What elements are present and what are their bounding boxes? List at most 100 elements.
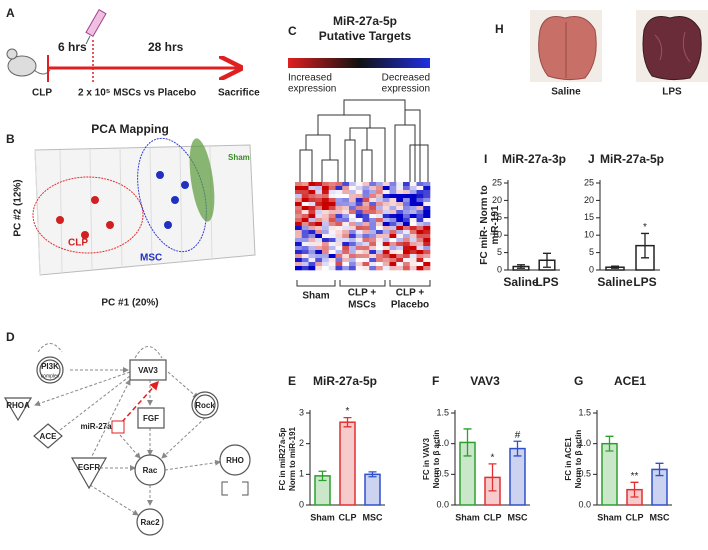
heatmap-cell — [355, 198, 363, 203]
heatmap-cell — [369, 190, 377, 195]
heatmap-cell — [369, 222, 377, 227]
group-label: CLP — [68, 238, 88, 249]
group-label: CLP + — [348, 288, 377, 299]
error-bar — [343, 416, 352, 428]
heatmap-cell — [416, 250, 424, 255]
heatmap-cell — [301, 206, 309, 211]
heatmap-cell — [376, 230, 384, 235]
heatmap-cell — [423, 214, 431, 219]
heatmap-cell — [328, 234, 336, 239]
heatmap-cell — [308, 222, 316, 227]
heatmap-cell — [403, 218, 411, 223]
heatmap-cell — [301, 238, 309, 243]
node-label: RHOA — [6, 401, 30, 410]
heatmap-cell — [301, 186, 309, 191]
x-tick-label: Sham — [597, 512, 622, 522]
heatmap-cell — [416, 238, 424, 243]
heatmap-cell — [328, 214, 336, 219]
y-tick-label: 0.5 — [436, 469, 449, 479]
heatmap-cell — [295, 182, 303, 187]
heatmap-cell — [301, 234, 309, 239]
heatmap-cell — [308, 262, 316, 267]
error-bar — [513, 440, 522, 457]
panel-title: PCA Mapping — [91, 122, 169, 136]
heatmap-cell — [396, 226, 404, 231]
x-tick-label: Sham — [455, 512, 480, 522]
error-bar — [543, 252, 551, 268]
heatmap-cell — [328, 186, 336, 191]
heatmap-cell — [409, 214, 417, 219]
heatmap-cell — [376, 186, 384, 191]
heatmap-cell — [322, 262, 330, 267]
heatmap-cell — [295, 198, 303, 203]
heatmap-cell — [409, 230, 417, 235]
heatmap-cell — [409, 266, 417, 271]
bar — [364, 473, 381, 506]
heatmap-cell — [362, 194, 370, 199]
y-tick-label: 2 — [299, 438, 304, 448]
panel-letter: I — [484, 152, 487, 166]
heatmap-cell — [301, 254, 309, 259]
heatmap-cell — [409, 254, 417, 259]
mouse-icon — [6, 48, 51, 77]
heatmap-cell — [335, 234, 343, 239]
group-label: Placebo — [391, 300, 429, 311]
chart-title: MiR-27a-5p — [600, 152, 664, 166]
heatmap-cell — [362, 198, 370, 203]
heatmap-cell — [315, 234, 323, 239]
legend-label: expression — [288, 84, 336, 95]
axis-label: PC #1 (20%) — [101, 298, 158, 309]
heatmap-cell — [355, 254, 363, 259]
heatmap-cell — [403, 266, 411, 271]
panel-letter: H — [495, 22, 504, 36]
heatmap-cell — [416, 210, 424, 215]
photo-label: Saline — [551, 87, 581, 98]
heatmap-cell — [308, 190, 316, 195]
panel-letter: C — [288, 24, 297, 38]
heatmap-cell — [382, 226, 390, 231]
heatmap-cell — [389, 222, 397, 227]
heatmap-cell — [362, 258, 370, 263]
heatmap-cell — [308, 182, 316, 187]
axis-label: PC #2 (12%) — [13, 179, 24, 236]
heatmap-cell — [416, 226, 424, 231]
heatmap-cell — [423, 258, 431, 263]
heatmap-cell — [369, 214, 377, 219]
panel-letter: G — [574, 374, 583, 388]
annotation: * — [491, 453, 495, 464]
x-tick-label: CLP — [339, 512, 357, 522]
heatmap-cell — [315, 226, 323, 231]
heatmap-cell — [342, 238, 350, 243]
heatmap-cell — [396, 202, 404, 207]
heatmap-cell — [322, 214, 330, 219]
heatmap-cell — [403, 242, 411, 247]
chart-title: VAV3 — [470, 374, 500, 388]
heatmap-cell — [308, 202, 316, 207]
heatmap-cell — [335, 262, 343, 267]
heatmap-cell — [382, 262, 390, 267]
heatmap-cell — [322, 242, 330, 247]
heatmap-cell — [423, 254, 431, 259]
heatmap-cell — [308, 210, 316, 215]
heatmap-cell — [295, 202, 303, 207]
heatmap-cell — [301, 262, 309, 267]
heatmap-cell — [382, 194, 390, 199]
heatmap-cell — [301, 230, 309, 235]
heatmap-cell — [328, 250, 336, 255]
heatmap-cell — [376, 198, 384, 203]
heatmap-cell — [355, 186, 363, 191]
heatmap-cell — [403, 226, 411, 231]
heatmap-cell — [416, 182, 424, 187]
heatmap-cell — [423, 194, 431, 199]
node-label: Rock — [195, 401, 215, 410]
heatmap-cell — [315, 210, 323, 215]
heatmap-cell — [349, 238, 357, 243]
axis-label-line: FC in ACE1 — [564, 437, 573, 481]
timeline-label: Sacrifice — [218, 88, 260, 99]
heatmap-cell — [335, 242, 343, 247]
heatmap-cell — [315, 202, 323, 207]
heatmap-cell — [295, 258, 303, 263]
heatmap-cell — [342, 202, 350, 207]
heatmap-cell — [315, 242, 323, 247]
heatmap-cell — [396, 266, 404, 271]
